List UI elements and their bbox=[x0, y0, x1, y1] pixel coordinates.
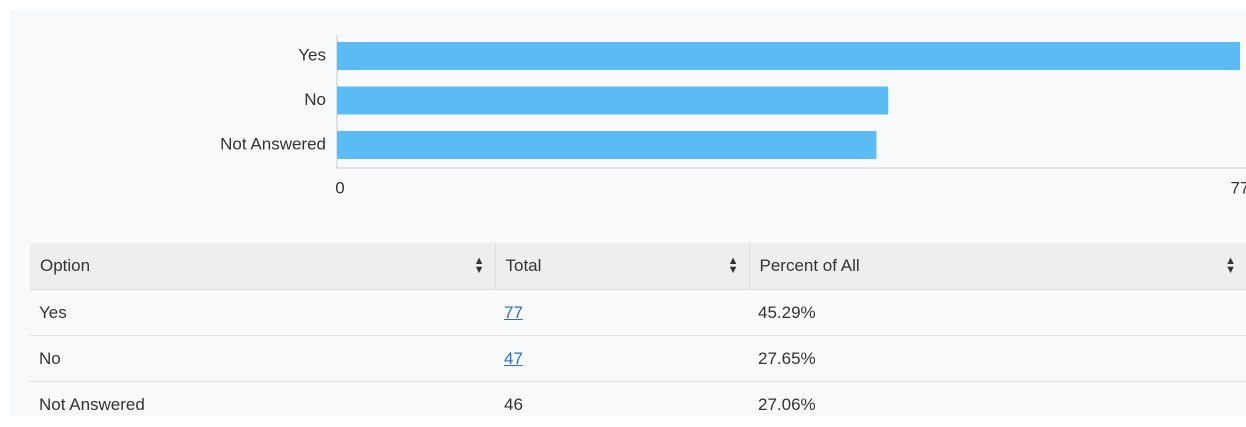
header-cell[interactable]: Total ▲▼ bbox=[495, 243, 749, 290]
header-text: Percent of All bbox=[760, 256, 860, 275]
y-tick-label: Yes bbox=[298, 45, 326, 64]
bar bbox=[337, 87, 888, 115]
sort-icon[interactable]: ▲▼ bbox=[1225, 257, 1236, 275]
cell: 46 bbox=[495, 382, 749, 427]
y-tick-label: No bbox=[304, 90, 326, 109]
cell: 45.29% bbox=[749, 290, 1246, 336]
link[interactable]: 77 bbox=[504, 303, 523, 322]
chart: 0 77 Yes No Not Answered bbox=[0, 0, 1246, 230]
sort-icon[interactable]: ▲▼ bbox=[474, 257, 485, 275]
link[interactable]: 47 bbox=[504, 349, 523, 368]
header-cell[interactable]: Percent of All ▲▼ bbox=[749, 243, 1246, 290]
cell: No bbox=[30, 336, 495, 382]
row: No 47 27.65% bbox=[30, 336, 1246, 382]
header-text: Option bbox=[40, 256, 90, 275]
row: Not Answered 46 27.06% bbox=[30, 382, 1246, 427]
cell: 27.65% bbox=[749, 336, 1246, 382]
x-tick-label: 0 bbox=[335, 178, 344, 197]
row: Yes 77 45.29% bbox=[30, 290, 1246, 336]
sort-icon[interactable]: ▲▼ bbox=[728, 257, 739, 275]
cell: 77 bbox=[495, 290, 749, 336]
cell: 27.06% bbox=[749, 382, 1246, 427]
table: Option ▲▼ Total ▲▼ Percent of All ▲▼ Yes 77… bbox=[30, 243, 1246, 427]
cell: 47 bbox=[495, 336, 749, 382]
x-tick-label: 77 bbox=[1231, 178, 1246, 197]
cell: Yes bbox=[30, 290, 495, 336]
y-tick-label: Not Answered bbox=[220, 134, 326, 153]
bar bbox=[337, 131, 876, 159]
header-row: Option ▲▼ Total ▲▼ Percent of All ▲▼ bbox=[30, 243, 1246, 290]
bar bbox=[337, 42, 1240, 70]
header-text: Total bbox=[506, 256, 542, 275]
header-cell[interactable]: Option ▲▼ bbox=[30, 243, 495, 290]
cell: Not Answered bbox=[30, 382, 495, 427]
